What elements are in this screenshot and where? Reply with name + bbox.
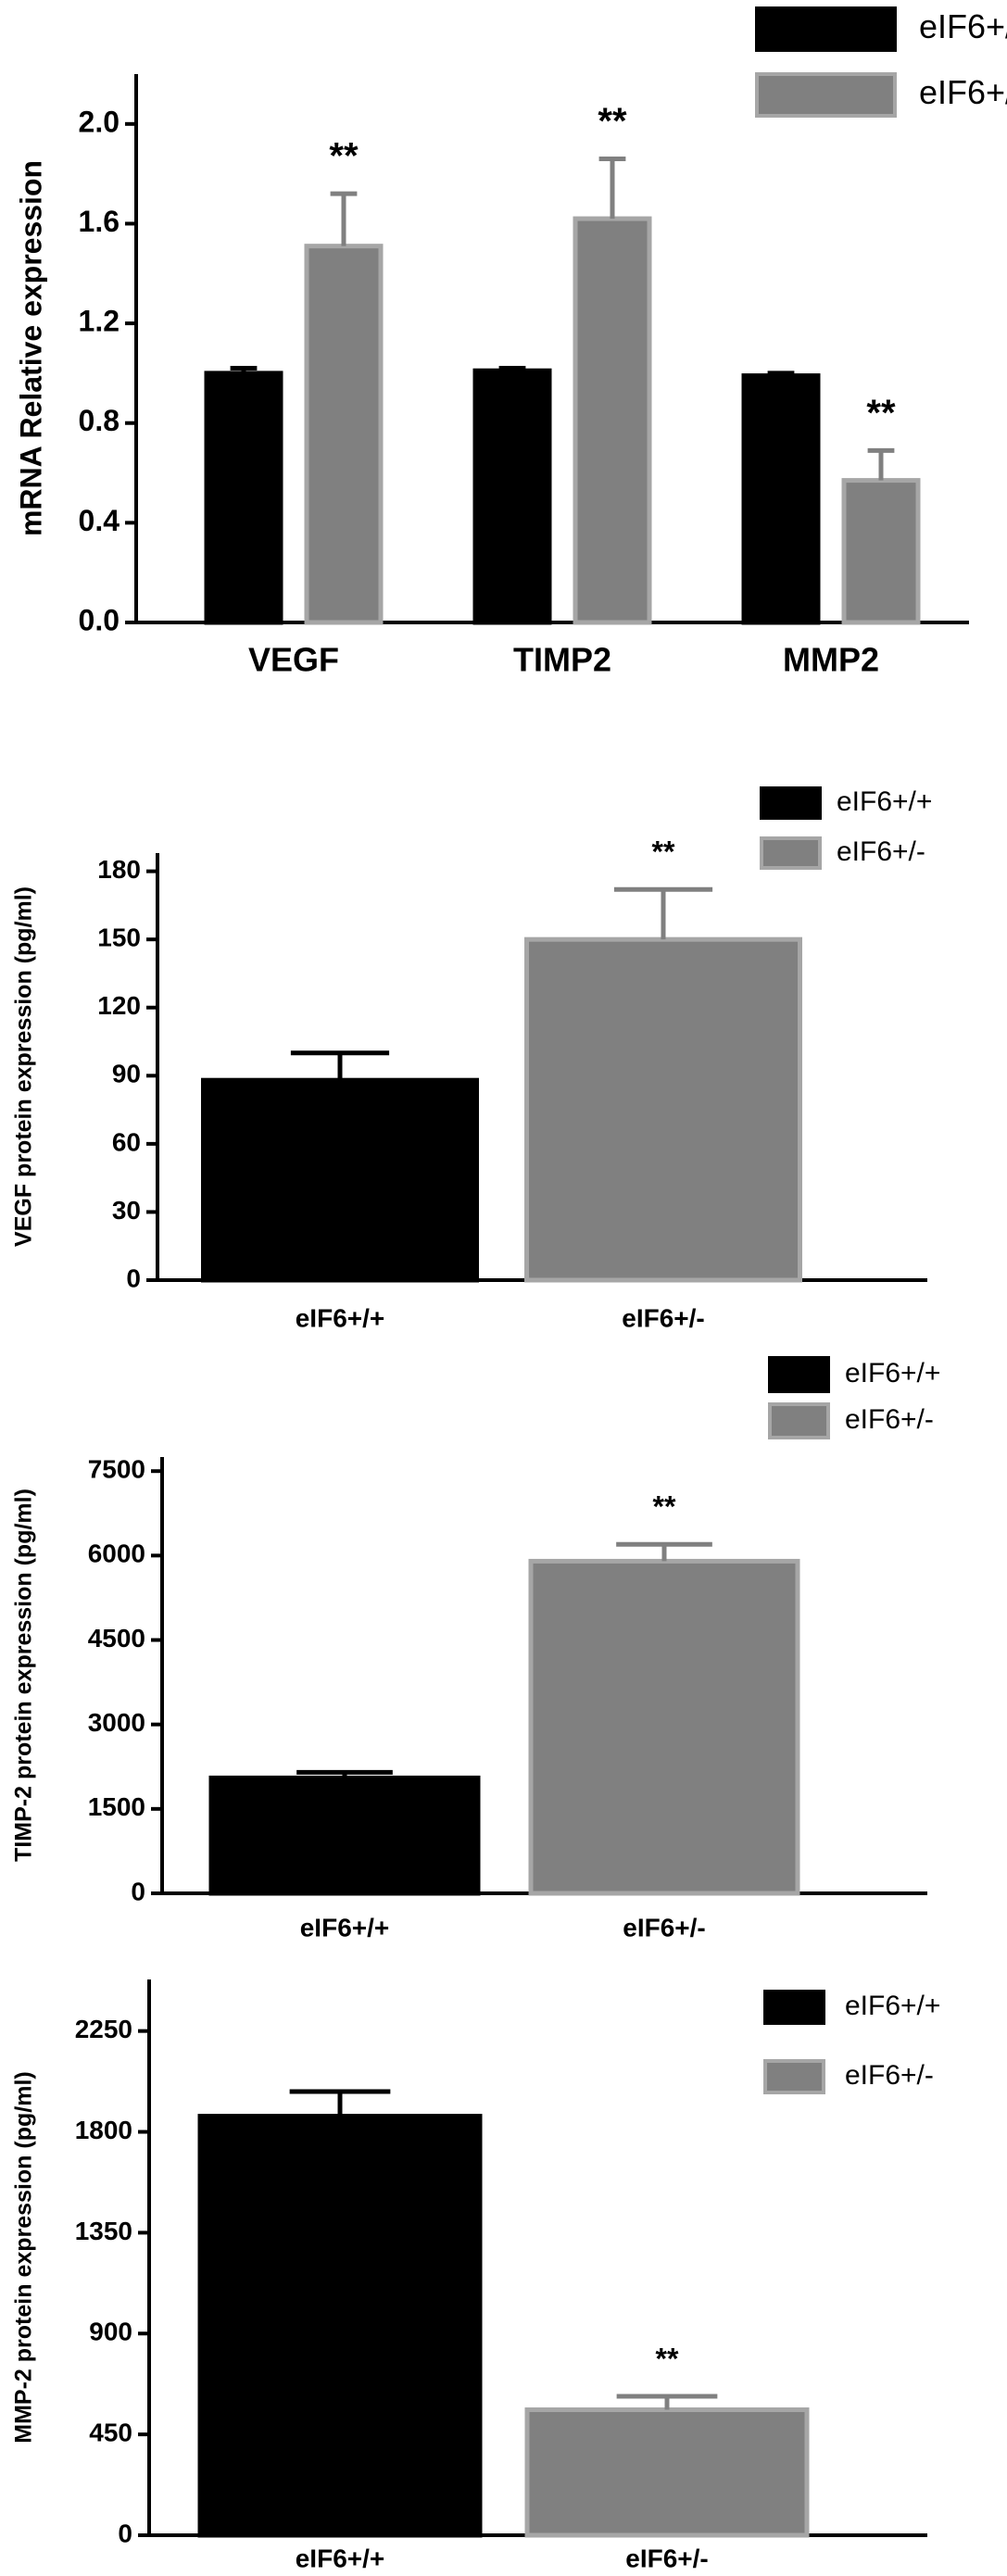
x-tick-label: TIMP2 bbox=[513, 641, 611, 679]
error-bar bbox=[867, 447, 895, 481]
error-bar bbox=[289, 2089, 391, 2117]
y-tick-label: 1.6 bbox=[79, 205, 120, 238]
y-tick-label: 0.4 bbox=[79, 504, 120, 537]
x-tick-label: eIF6+/+ bbox=[296, 1303, 385, 1332]
significance-label: ** bbox=[598, 101, 627, 142]
legend-label: eIF6+/+ bbox=[845, 1991, 940, 2021]
y-tick-label: 90 bbox=[112, 1060, 141, 1088]
bar bbox=[741, 373, 821, 625]
y-tick-label: 2.0 bbox=[79, 105, 120, 138]
legend-label: eIF6+/+ bbox=[837, 786, 932, 817]
legend-label: eIF6+/+ bbox=[845, 1358, 940, 1389]
y-tick-label: 30 bbox=[112, 1196, 141, 1225]
y-tick-label: 150 bbox=[97, 924, 141, 952]
y-axis-label: mRNA Relative expression bbox=[14, 160, 47, 536]
y-tick-label: 0 bbox=[126, 1263, 141, 1292]
y-tick-label: 900 bbox=[89, 2318, 132, 2346]
error-bar bbox=[767, 371, 795, 376]
x-tick-label: MMP2 bbox=[783, 641, 879, 679]
legend-swatch bbox=[763, 1990, 825, 2025]
y-tick-label: 2250 bbox=[75, 2015, 132, 2043]
bar bbox=[201, 1077, 479, 1283]
legend-swatch bbox=[755, 72, 897, 118]
y-tick-label: 0.8 bbox=[79, 404, 120, 437]
y-tick-label: 450 bbox=[89, 2419, 132, 2447]
y-axis-label: MMP-2 protein expression (pg/ml) bbox=[11, 2071, 37, 2443]
error-bar bbox=[616, 2394, 718, 2410]
error-bar bbox=[330, 191, 358, 246]
y-tick-label: 120 bbox=[97, 991, 141, 1020]
x-tick-label: eIF6+/- bbox=[625, 2544, 708, 2572]
y-tick-label: 0 bbox=[118, 2519, 132, 2547]
error-bar bbox=[598, 156, 626, 220]
bar bbox=[528, 1558, 800, 1896]
bar bbox=[304, 244, 384, 625]
error-bar bbox=[498, 366, 526, 371]
bar bbox=[524, 936, 802, 1283]
y-tick-label: 1800 bbox=[75, 2116, 132, 2144]
x-tick-label: eIF6+/- bbox=[623, 1913, 705, 1941]
x-tick-label: eIF6+/+ bbox=[300, 1913, 390, 1941]
significance-label: ** bbox=[653, 1490, 676, 1524]
error-bar bbox=[230, 366, 258, 373]
error-bar bbox=[296, 1769, 393, 1778]
legend-swatch bbox=[760, 836, 822, 870]
y-tick-label: 4500 bbox=[88, 1624, 145, 1652]
bar bbox=[208, 1775, 481, 1896]
bar bbox=[472, 368, 552, 625]
x-tick-label: VEGF bbox=[248, 641, 339, 679]
y-axis-label: TIMP-2 protein expression (pg/ml) bbox=[11, 1489, 37, 1862]
y-tick-label: 3000 bbox=[88, 1708, 145, 1737]
x-tick-label: eIF6+/- bbox=[622, 1303, 704, 1332]
error-bar bbox=[616, 1541, 712, 1562]
y-tick-label: 7500 bbox=[88, 1455, 145, 1484]
legend-swatch bbox=[768, 1402, 830, 1439]
legend-swatch bbox=[768, 1356, 830, 1393]
legend-swatch bbox=[763, 2059, 825, 2094]
y-tick-label: 1350 bbox=[75, 2217, 132, 2245]
x-tick-label: eIF6+/+ bbox=[296, 2544, 385, 2572]
bar bbox=[197, 2114, 483, 2538]
legend-label: eIF6+/- bbox=[919, 73, 1007, 111]
bar bbox=[841, 478, 921, 625]
y-tick-label: 180 bbox=[97, 855, 141, 884]
y-tick-label: 1500 bbox=[88, 1792, 145, 1821]
legend-swatch bbox=[760, 786, 822, 820]
bar bbox=[573, 216, 652, 625]
bar bbox=[204, 371, 283, 625]
bar bbox=[524, 2407, 810, 2538]
significance-label: ** bbox=[866, 393, 896, 434]
y-tick-label: 0.0 bbox=[79, 603, 120, 636]
y-tick-label: 6000 bbox=[88, 1539, 145, 1568]
y-tick-label: 60 bbox=[112, 1127, 141, 1156]
legend-label: eIF6+/- bbox=[845, 1404, 934, 1435]
error-bar bbox=[613, 886, 713, 940]
y-axis-label: VEGF protein expression (pg/ml) bbox=[11, 886, 37, 1247]
legend-label: eIF6+/+ bbox=[919, 7, 1007, 45]
significance-label: ** bbox=[656, 2342, 679, 2375]
significance-label: ** bbox=[652, 836, 675, 869]
legend-label: eIF6+/- bbox=[845, 2060, 934, 2091]
error-bar bbox=[290, 1050, 390, 1081]
significance-label: ** bbox=[329, 136, 359, 177]
y-tick-label: 1.2 bbox=[79, 305, 120, 338]
y-tick-label: 0 bbox=[131, 1877, 145, 1905]
legend-label: eIF6+/- bbox=[837, 836, 925, 867]
legend-swatch bbox=[755, 6, 897, 52]
